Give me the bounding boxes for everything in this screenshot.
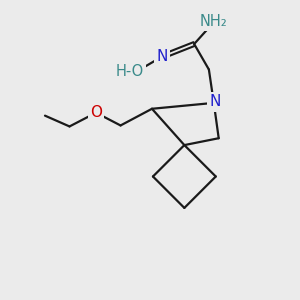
Text: N: N bbox=[156, 49, 167, 64]
Text: NH₂: NH₂ bbox=[200, 14, 228, 29]
Text: H-O: H-O bbox=[115, 64, 143, 79]
Text: O: O bbox=[90, 105, 102, 120]
Text: N: N bbox=[209, 94, 220, 110]
